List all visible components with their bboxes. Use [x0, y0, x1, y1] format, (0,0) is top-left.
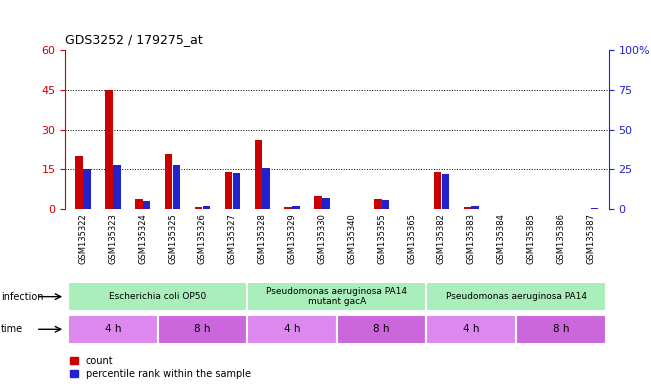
Text: GDS3252 / 179275_at: GDS3252 / 179275_at	[65, 33, 203, 46]
Bar	[143, 201, 150, 209]
Text: GSM135383: GSM135383	[467, 213, 476, 264]
Text: 8 h: 8 h	[553, 324, 569, 334]
Bar	[284, 207, 292, 209]
Bar	[195, 207, 202, 209]
Text: GSM135340: GSM135340	[348, 213, 356, 263]
Legend: count, percentile rank within the sample: count, percentile rank within the sample	[70, 356, 251, 379]
Text: Escherichia coli OP50: Escherichia coli OP50	[109, 292, 206, 301]
Text: GSM135322: GSM135322	[79, 213, 87, 263]
Bar	[314, 196, 322, 209]
Text: 8 h: 8 h	[194, 324, 211, 334]
Text: GSM135324: GSM135324	[138, 213, 147, 263]
Bar	[158, 314, 247, 344]
Bar	[337, 314, 426, 344]
Bar	[68, 314, 158, 344]
Text: infection: infection	[1, 291, 43, 302]
Bar	[516, 314, 605, 344]
Bar	[83, 169, 90, 209]
Bar	[225, 172, 232, 209]
Bar	[471, 206, 479, 209]
Bar	[382, 200, 389, 209]
Text: GSM135365: GSM135365	[407, 213, 416, 264]
Bar	[464, 207, 471, 209]
Text: 4 h: 4 h	[284, 324, 300, 334]
Text: 4 h: 4 h	[105, 324, 121, 334]
Bar	[247, 282, 426, 311]
Text: GSM135327: GSM135327	[228, 213, 237, 264]
Bar	[165, 154, 173, 209]
Text: GSM135328: GSM135328	[258, 213, 267, 264]
Text: GSM135384: GSM135384	[497, 213, 506, 264]
Bar	[202, 206, 210, 209]
Text: 8 h: 8 h	[374, 324, 390, 334]
Text: GSM135386: GSM135386	[557, 213, 566, 264]
Text: GSM135326: GSM135326	[198, 213, 207, 264]
Text: time: time	[1, 324, 23, 334]
Text: GSM135325: GSM135325	[168, 213, 177, 263]
Text: GSM135323: GSM135323	[108, 213, 117, 264]
Bar	[76, 156, 83, 209]
Text: GSM135330: GSM135330	[318, 213, 326, 264]
Text: 4 h: 4 h	[463, 324, 480, 334]
Bar	[105, 90, 113, 209]
Bar	[68, 282, 247, 311]
Bar	[135, 199, 143, 209]
Bar	[426, 282, 605, 311]
Bar	[247, 314, 337, 344]
Bar	[591, 208, 598, 209]
Bar	[441, 174, 449, 209]
Bar	[255, 140, 262, 209]
Bar	[262, 168, 270, 209]
Bar	[232, 173, 240, 209]
Bar	[113, 165, 120, 209]
Bar	[426, 314, 516, 344]
Bar	[374, 199, 381, 209]
Text: GSM135355: GSM135355	[377, 213, 386, 263]
Bar	[292, 206, 299, 209]
Bar	[173, 165, 180, 209]
Text: GSM135329: GSM135329	[288, 213, 297, 263]
Text: GSM135387: GSM135387	[587, 213, 595, 264]
Bar	[322, 198, 329, 209]
Text: Pseudomonas aeruginosa PA14
mutant gacA: Pseudomonas aeruginosa PA14 mutant gacA	[266, 287, 408, 306]
Text: GSM135382: GSM135382	[437, 213, 446, 264]
Text: GSM135385: GSM135385	[527, 213, 536, 264]
Text: Pseudomonas aeruginosa PA14: Pseudomonas aeruginosa PA14	[445, 292, 587, 301]
Bar	[434, 172, 441, 209]
